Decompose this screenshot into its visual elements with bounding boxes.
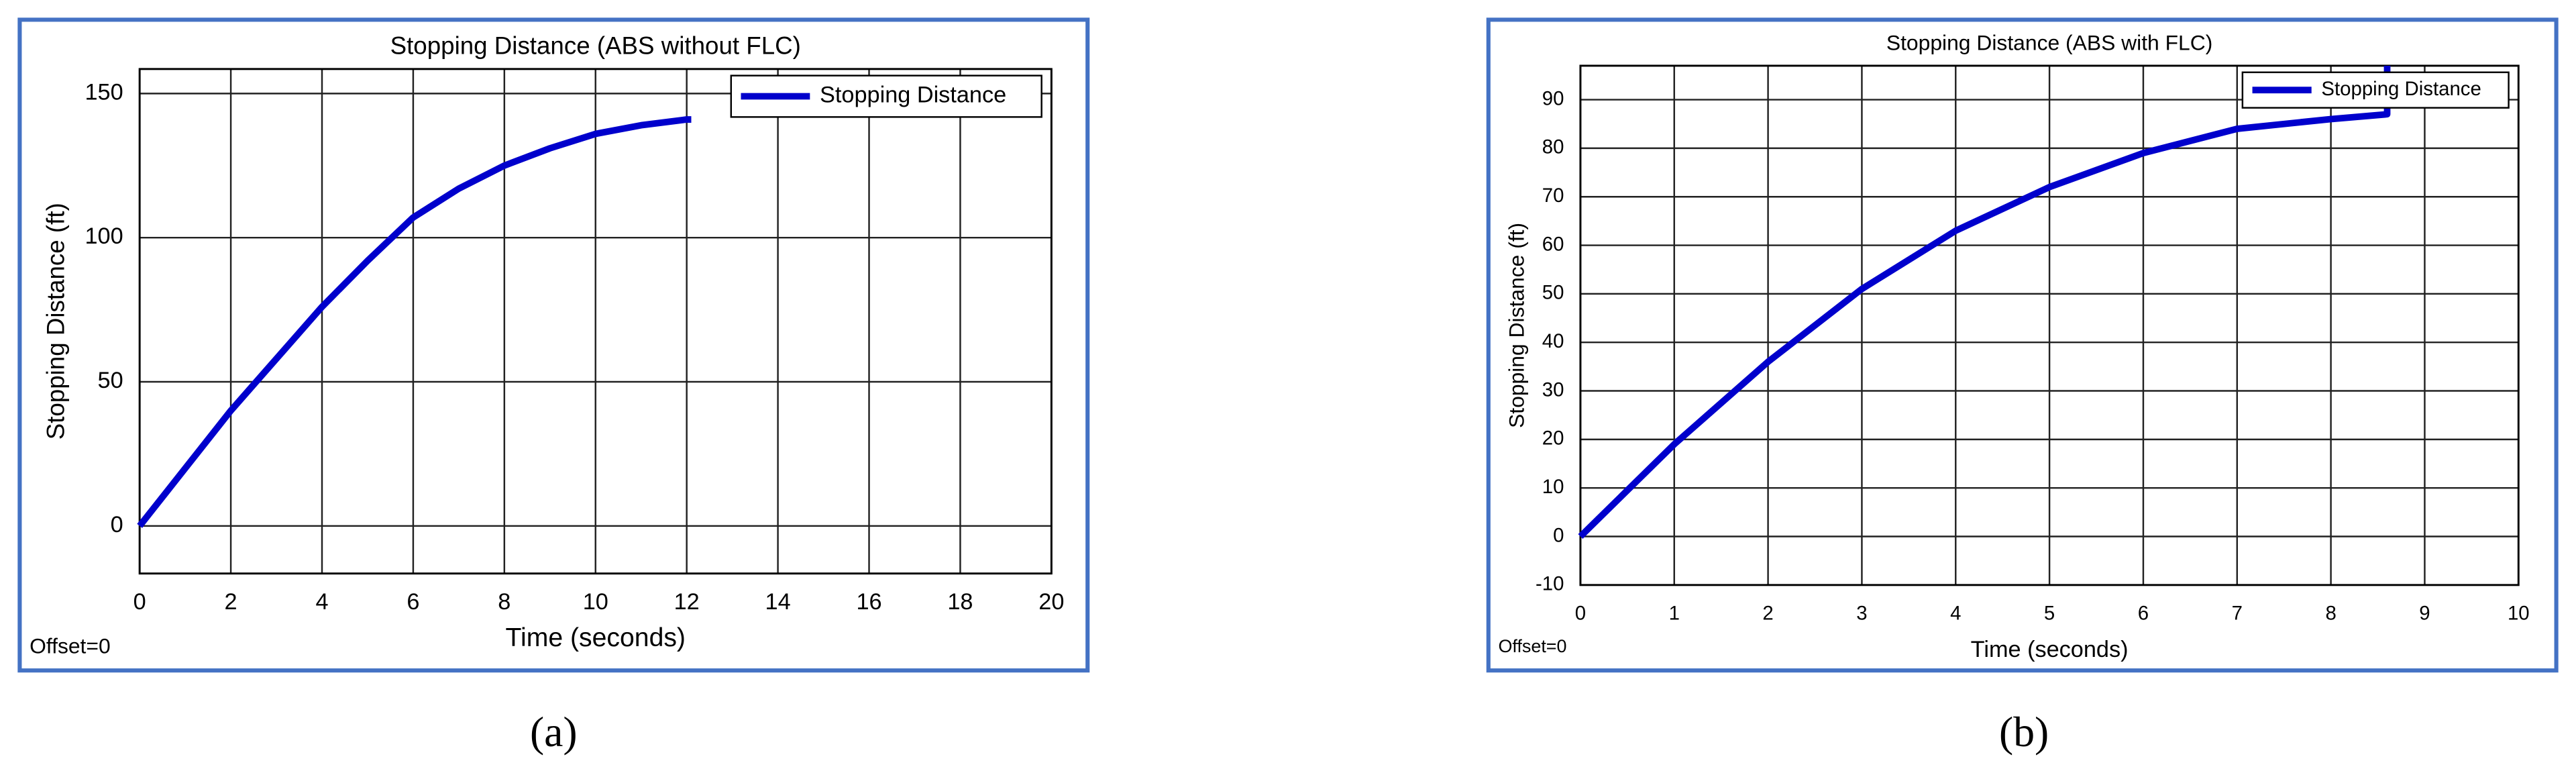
x-tick-label: 0 [1575,603,1586,625]
x-axis-label: Time (seconds) [506,623,686,652]
x-tick-label: 10 [2508,603,2530,625]
x-tick-label: 2 [1762,603,1773,625]
chart-title: Stopping Distance (ABS with FLC) [1886,31,2212,55]
y-tick-label: 60 [1542,233,1564,255]
chart-title: Stopping Distance (ABS without FLC) [390,32,801,60]
y-tick-label: 40 [1542,330,1564,352]
x-tick-label: 2 [225,589,237,615]
legend-label: Stopping Distance [820,83,1006,108]
caption: (a) [530,708,578,756]
y-tick-label: 100 [85,223,123,249]
y-tick-label: 80 [1542,136,1564,158]
x-tick-label: 6 [2138,603,2149,625]
x-axis-label: Time (seconds) [1971,637,2129,662]
y-tick-label: 90 [1542,87,1564,109]
x-tick-label: 20 [1038,589,1064,615]
x-tick-label: 7 [2232,603,2243,625]
x-tick-label: 4 [1950,603,1961,625]
x-tick-label: 4 [315,589,328,615]
data-line [137,116,692,528]
legend-box [2241,71,2510,109]
panel: 0 1 2 3 4 5 6 7 8 9 10 -10 0 10 20 30 40 50 60 70 80 90 Stoppi… [1486,17,2559,756]
y-tick-label: 70 [1542,185,1564,207]
x-tick-label: 12 [674,589,700,615]
y-tick-label: 30 [1542,378,1564,401]
y-tick-label: 50 [1542,282,1564,304]
x-tick-label: 8 [498,589,511,615]
y-tick-label: 20 [1542,427,1564,450]
y-axis-label: Stopping Distance (ft) [42,203,69,440]
y-tick-label: 150 [85,79,123,105]
x-tick-label: 1 [1669,603,1680,625]
y-tick-label: 10 [1542,476,1564,498]
plot-border [1579,64,2520,586]
x-tick-label: 14 [765,589,791,615]
x-tick-label: 5 [2044,603,2055,625]
y-tick-label: 0 [1553,524,1564,546]
x-tick-label: 16 [856,589,881,615]
y-axis-label: Stopping Distance (ft) [1504,223,1528,428]
x-tick-label: 18 [947,589,973,615]
legend-label: Stopping Distance [2321,78,2481,100]
data-line [1578,65,2391,539]
caption: (b) [1999,708,2049,756]
x-tick-label: 9 [2419,603,2430,625]
x-tick-label: 10 [583,589,608,615]
x-tick-label: 8 [2325,603,2336,625]
panel: 0 2 4 6 8 10 12 14 16 18 20 0 50 100 150 Stopping Dista… [17,17,1090,756]
y-tick-label: 0 [111,512,123,537]
x-tick-label: 0 [133,589,146,615]
annotation: Offset=0 [30,633,111,658]
x-tick-label: 6 [407,589,419,615]
plot-border [138,68,1053,575]
y-tick-label: 50 [98,368,123,393]
x-tick-label: 3 [1856,603,1867,625]
y-tick-label: -10 [1536,573,1564,595]
annotation: Offset=0 [1498,636,1566,656]
